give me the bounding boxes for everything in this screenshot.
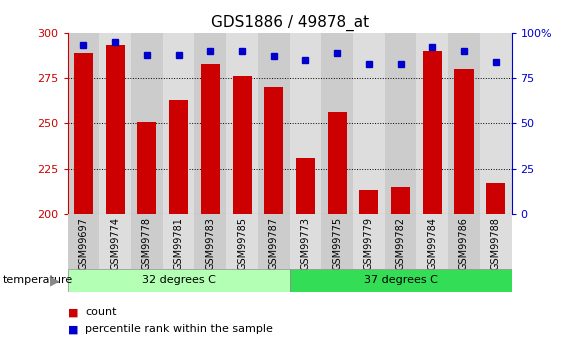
Bar: [385, 33, 416, 214]
Bar: [264, 87, 283, 214]
Text: GSM99788: GSM99788: [491, 217, 501, 269]
Bar: [74, 53, 93, 214]
Text: ■: ■: [68, 307, 78, 317]
Bar: [353, 33, 385, 214]
Bar: [321, 214, 353, 269]
Bar: [201, 63, 220, 214]
Text: GSM99773: GSM99773: [300, 217, 310, 270]
Bar: [169, 100, 188, 214]
Text: count: count: [85, 307, 117, 317]
Text: GSM99786: GSM99786: [459, 217, 469, 269]
Bar: [163, 214, 195, 269]
Bar: [163, 33, 195, 214]
Text: 32 degrees C: 32 degrees C: [142, 275, 216, 285]
Text: ▶: ▶: [51, 274, 60, 287]
Bar: [423, 51, 442, 214]
Bar: [480, 214, 512, 269]
Bar: [448, 214, 480, 269]
Text: percentile rank within the sample: percentile rank within the sample: [85, 325, 273, 334]
Bar: [131, 33, 163, 214]
Text: GSM99778: GSM99778: [142, 217, 152, 270]
Bar: [232, 76, 252, 214]
Bar: [195, 33, 226, 214]
Bar: [258, 33, 289, 214]
Text: GSM99775: GSM99775: [332, 217, 342, 270]
Text: GSM99774: GSM99774: [110, 217, 120, 270]
Bar: [385, 214, 416, 269]
Bar: [289, 269, 512, 292]
Bar: [106, 46, 125, 214]
Bar: [296, 158, 315, 214]
Bar: [258, 214, 289, 269]
Text: 37 degrees C: 37 degrees C: [363, 275, 437, 285]
Bar: [131, 214, 163, 269]
Bar: [486, 183, 505, 214]
Bar: [226, 33, 258, 214]
Bar: [359, 190, 379, 214]
Text: GSM99784: GSM99784: [427, 217, 437, 269]
Text: temperature: temperature: [3, 276, 73, 285]
Bar: [68, 269, 289, 292]
Text: ■: ■: [68, 325, 78, 334]
Bar: [328, 112, 347, 214]
Bar: [353, 214, 385, 269]
Bar: [321, 33, 353, 214]
Bar: [416, 33, 448, 214]
Bar: [99, 214, 131, 269]
Bar: [99, 33, 131, 214]
Bar: [480, 33, 512, 214]
Bar: [416, 214, 448, 269]
Bar: [289, 214, 321, 269]
Bar: [68, 33, 99, 214]
Bar: [455, 69, 473, 214]
Text: GSM99783: GSM99783: [205, 217, 215, 269]
Bar: [391, 187, 410, 214]
Text: GSM99779: GSM99779: [364, 217, 374, 270]
Bar: [448, 33, 480, 214]
Text: GSM99781: GSM99781: [173, 217, 183, 269]
Bar: [226, 214, 258, 269]
Text: GSM99782: GSM99782: [396, 217, 406, 270]
Title: GDS1886 / 49878_at: GDS1886 / 49878_at: [211, 15, 369, 31]
Bar: [68, 214, 99, 269]
Text: GSM99785: GSM99785: [237, 217, 247, 270]
Bar: [289, 33, 321, 214]
Text: GSM99787: GSM99787: [269, 217, 279, 270]
Text: GSM99697: GSM99697: [78, 217, 88, 269]
Bar: [138, 121, 156, 214]
Bar: [195, 214, 226, 269]
